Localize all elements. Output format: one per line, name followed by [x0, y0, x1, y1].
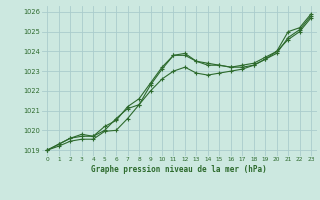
X-axis label: Graphe pression niveau de la mer (hPa): Graphe pression niveau de la mer (hPa) [91, 165, 267, 174]
